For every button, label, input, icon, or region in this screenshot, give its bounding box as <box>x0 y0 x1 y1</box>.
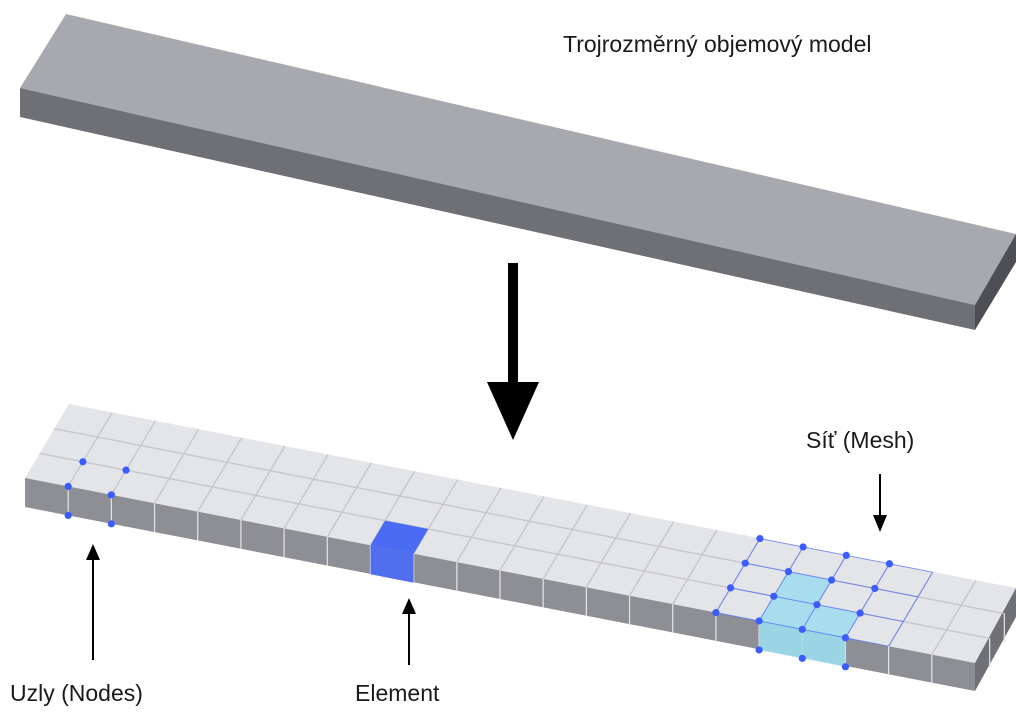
mesh-grid-line <box>369 470 416 546</box>
mesh-pointer-arrow-head <box>873 515 887 532</box>
mesh-highlight-cell <box>773 571 832 605</box>
node-dot <box>122 466 130 474</box>
element-annotation: Element <box>355 598 440 706</box>
down-arrow-head <box>487 382 539 440</box>
node-dot <box>756 534 764 543</box>
mesh-highlight-front-cell <box>759 621 803 659</box>
down-arrow-shaft <box>508 263 518 385</box>
node-dot <box>813 601 821 609</box>
node-dot <box>871 584 879 593</box>
node-dot <box>841 634 850 642</box>
mesh-grid-line <box>153 428 200 504</box>
mesh-grid-line <box>499 496 545 571</box>
mesh-grid-line <box>283 454 329 529</box>
mesh-grid-line <box>672 529 718 605</box>
mesh-edge-line <box>888 571 934 647</box>
node-dot <box>798 625 806 633</box>
node-dot <box>856 609 864 617</box>
node-dot <box>712 608 720 617</box>
node-dot <box>64 511 72 520</box>
mesh-highlight-cell <box>759 596 817 630</box>
mesh-highlight-front-cell <box>802 629 846 667</box>
solid-end-face <box>975 234 1016 330</box>
mesh-grid-line <box>456 487 502 563</box>
node-dot <box>726 584 735 592</box>
node-dot <box>842 551 850 559</box>
mesh-grid-line <box>931 580 977 655</box>
node-dot <box>755 617 763 625</box>
mesh-grid-line <box>240 445 286 521</box>
mesh-edge-line <box>715 538 761 613</box>
mesh-end-face <box>975 588 1016 691</box>
mesh-edge-line <box>845 563 890 639</box>
node-dot <box>799 543 807 551</box>
mesh-label: Síť (Mesh) <box>806 427 914 453</box>
mesh-grid-line <box>110 420 156 496</box>
node-dot <box>755 646 763 654</box>
mesh-edge-line <box>758 546 804 622</box>
mesh-highlight-cell <box>802 604 861 638</box>
solid-model-label: Trojrozměrný objemový model <box>563 31 871 57</box>
node-dot <box>784 568 793 576</box>
node-dot <box>770 592 778 600</box>
element-highlight-top <box>370 520 429 554</box>
mesh-edge-line <box>801 555 847 630</box>
solid-front-face <box>20 88 975 330</box>
solid-top-face <box>20 14 1016 305</box>
mesh-grid-line <box>197 437 243 512</box>
mesh-grid-line <box>628 521 675 597</box>
mesh-top-face <box>25 404 1016 663</box>
node-dot <box>741 559 749 567</box>
node-dot <box>798 654 806 662</box>
mesh-grid-line <box>585 512 631 588</box>
node-dot <box>885 560 894 568</box>
element-label: Element <box>355 680 440 706</box>
nodes-pointer-arrow-head <box>86 544 100 560</box>
mesh-grid-line <box>326 462 372 538</box>
node-dot <box>64 482 72 491</box>
nodes-annotation: Uzly (Nodes) <box>10 544 143 706</box>
solid-model <box>20 14 1016 330</box>
node-dot <box>107 520 115 528</box>
mesh-grid-line <box>67 412 113 487</box>
mesh-model <box>25 404 1016 691</box>
node-dot <box>828 576 836 584</box>
element-pointer-arrow-head <box>402 598 416 614</box>
down-arrow <box>487 263 539 440</box>
node-dot <box>107 491 115 499</box>
mesh-annotation: Síť (Mesh) <box>806 427 914 532</box>
element-highlight-front <box>370 545 414 583</box>
nodes-label: Uzly (Nodes) <box>10 680 143 706</box>
node-dot <box>79 458 87 466</box>
node-dot <box>841 663 850 671</box>
mesh-grid-line <box>413 479 459 555</box>
mesh-nodes <box>64 458 894 671</box>
mesh-grid-line <box>542 504 588 580</box>
